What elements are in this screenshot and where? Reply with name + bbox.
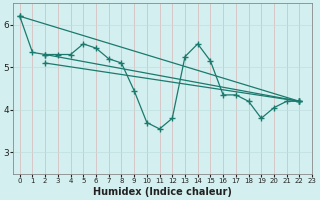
X-axis label: Humidex (Indice chaleur): Humidex (Indice chaleur) (93, 187, 232, 197)
